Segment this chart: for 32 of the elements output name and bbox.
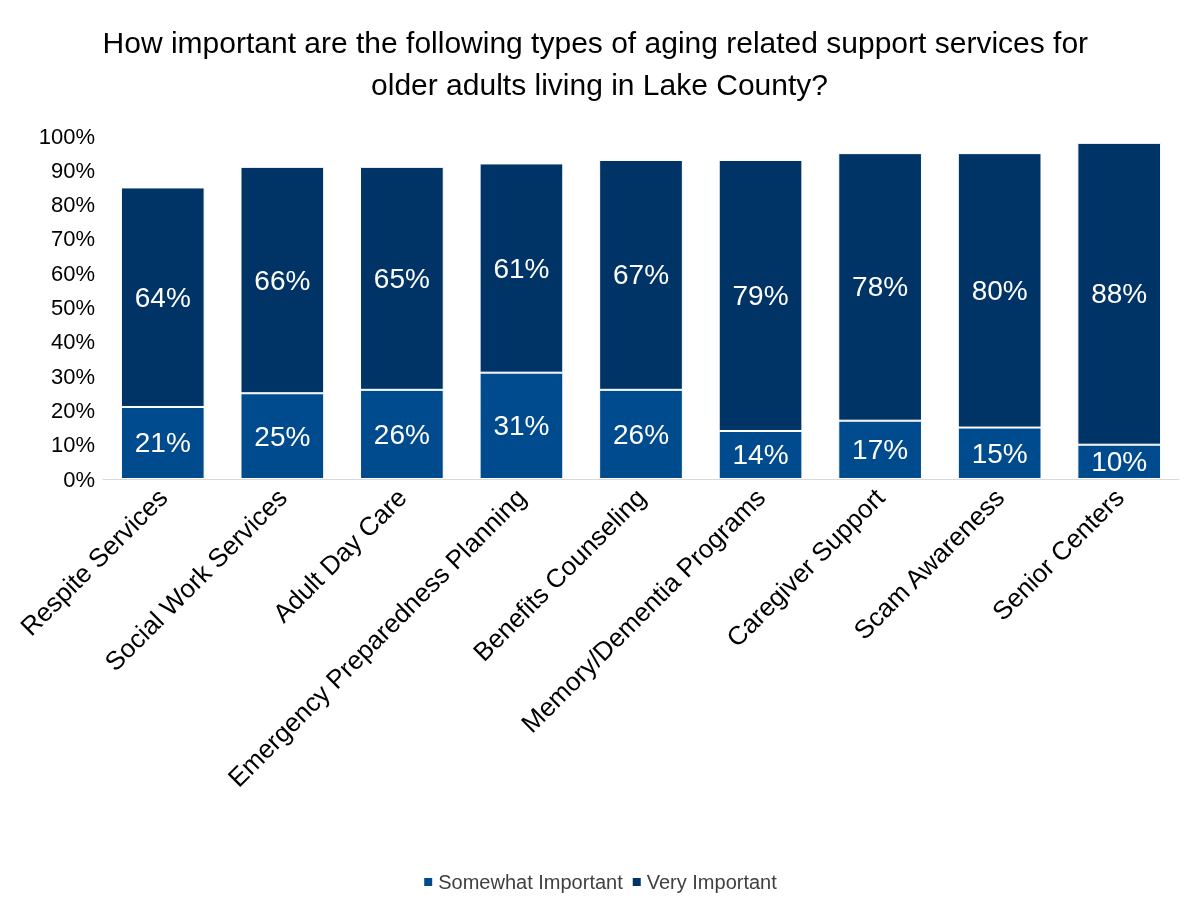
- y-tick-label: 80%: [50, 192, 95, 218]
- y-tick-label: 50%: [50, 295, 95, 320]
- data-label: 79%: [732, 279, 789, 311]
- data-label: 65%: [373, 262, 430, 294]
- data-label: 61%: [493, 252, 550, 284]
- data-label: 88%: [1091, 278, 1148, 310]
- y-tick-label: 20%: [50, 397, 95, 423]
- y-tick-label: 100%: [38, 123, 95, 149]
- data-label: 67%: [612, 259, 670, 291]
- data-label: 78%: [852, 271, 909, 303]
- legend-label: Somewhat Important: [438, 871, 624, 893]
- data-label: 21%: [134, 427, 191, 459]
- y-tick-label: 10%: [50, 432, 95, 458]
- data-label: 15%: [971, 437, 1028, 469]
- y-tick-label: 0%: [63, 466, 95, 492]
- data-label: 66%: [254, 264, 311, 296]
- legend-label: Very Important: [646, 871, 778, 893]
- y-tick-label: 90%: [50, 157, 95, 183]
- data-label: 26%: [373, 418, 430, 450]
- y-tick-label: 60%: [50, 260, 95, 286]
- y-tick-label: 40%: [50, 329, 95, 355]
- chart-title: How important are the following types of aging related support services for older adults living in Lake County?: [102, 25, 1097, 101]
- y-tick-label: 70%: [50, 226, 95, 252]
- data-label: 64%: [134, 281, 191, 313]
- y-tick-label: 30%: [50, 363, 95, 389]
- data-label: 25%: [254, 420, 311, 452]
- data-label: 17%: [852, 434, 909, 466]
- data-label: 80%: [971, 274, 1028, 306]
- data-label: 26%: [612, 418, 670, 450]
- data-label: 31%: [493, 410, 550, 442]
- data-label: 10%: [1091, 446, 1148, 478]
- data-label: 14%: [732, 439, 789, 471]
